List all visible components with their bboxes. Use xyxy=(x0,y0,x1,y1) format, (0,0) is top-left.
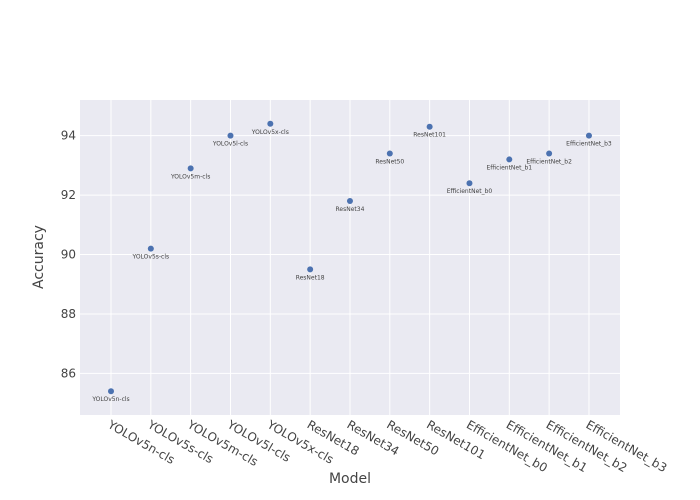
data-point-label: EfficientNet_b3 xyxy=(566,141,612,148)
data-point xyxy=(147,245,154,252)
y-tick-label: 92 xyxy=(61,188,76,202)
data-point xyxy=(506,156,513,163)
data-point xyxy=(546,150,553,157)
y-tick-label: 94 xyxy=(61,129,76,143)
data-point xyxy=(108,388,114,395)
y-tick-label: 90 xyxy=(61,248,76,262)
y-tick-label: 86 xyxy=(61,366,76,380)
data-point-label: ResNet34 xyxy=(336,206,365,213)
data-point-label: EfficientNet_b1 xyxy=(487,164,533,171)
data-point xyxy=(227,132,234,139)
x-axis-title: Model xyxy=(329,471,371,487)
data-point xyxy=(386,150,393,157)
data-point xyxy=(187,165,194,172)
data-point xyxy=(466,180,473,187)
data-point xyxy=(307,266,314,273)
data-point xyxy=(346,198,353,205)
data-point-label: EfficientNet_b2 xyxy=(526,158,572,165)
data-point xyxy=(426,123,433,130)
data-point-label: ResNet50 xyxy=(375,158,404,165)
y-axis-ticks: 86 88 90 92 94 xyxy=(61,129,76,381)
data-point-label: YOLOv5s-cls xyxy=(131,254,169,261)
grid-lines xyxy=(80,100,620,415)
data-point-label: ResNet18 xyxy=(296,274,325,281)
data-point xyxy=(267,120,274,127)
data-point-label: EfficientNet_b0 xyxy=(447,188,493,195)
data-point xyxy=(585,132,592,139)
data-point-label: YOLOv5m-cls xyxy=(170,173,210,180)
y-tick-label: 88 xyxy=(61,307,76,321)
data-point-label: YOLOv5x-cls xyxy=(251,129,289,136)
data-point-label: YOLOv5n-cls xyxy=(91,396,129,403)
x-axis-ticks: YOLOv5n-clsYOLOv5s-clsYOLOv5m-clsYOLOv5l… xyxy=(105,417,670,475)
data-point-label: ResNet101 xyxy=(413,132,446,139)
y-axis-title: Accuracy xyxy=(31,225,47,289)
data-points xyxy=(108,120,592,395)
point-labels: YOLOv5n-cls YOLOv5s-cls YOLOv5m-cls YOLOv5l… xyxy=(91,129,612,403)
data-point-label: YOLOv5l-cls xyxy=(212,141,248,148)
